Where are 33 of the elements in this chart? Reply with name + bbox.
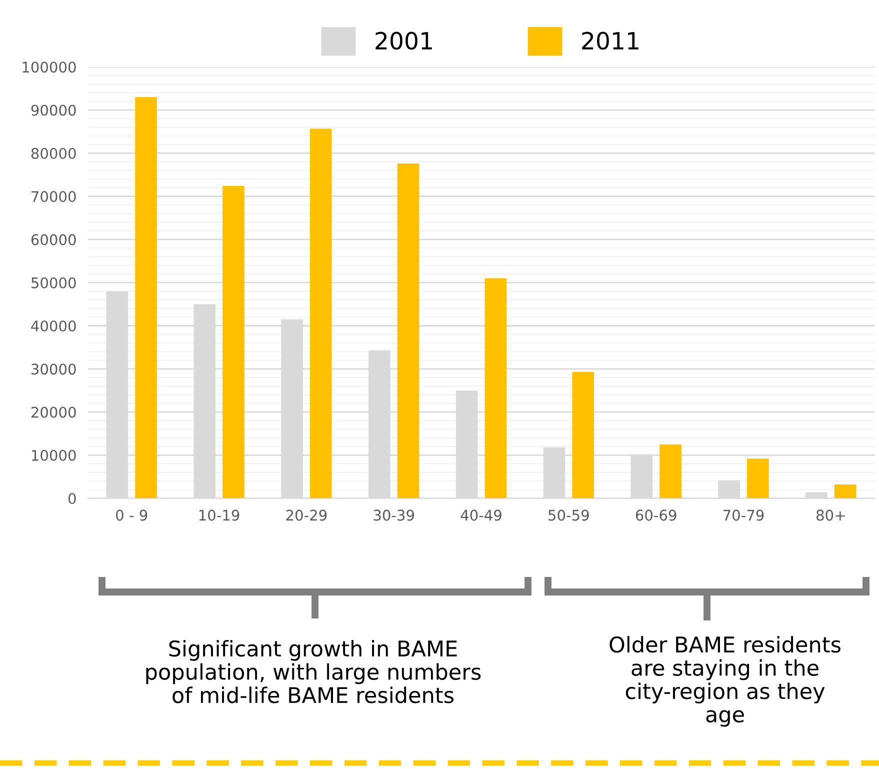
bar: [484, 278, 507, 498]
bar: [135, 97, 157, 498]
y-tick-label: 100000: [22, 62, 76, 73]
y-tick-label: 20000: [31, 406, 76, 418]
y-tick-label: 60000: [31, 234, 76, 246]
x-tick-label: 50-59: [548, 510, 589, 521]
x-tick-label: 20-29: [286, 510, 327, 521]
bar: [310, 128, 332, 498]
x-tick-label: 0 - 9: [116, 510, 148, 521]
x-tick-label: 30-39: [374, 510, 414, 521]
bar: [397, 164, 420, 498]
legend-label: 2011: [582, 32, 638, 50]
x-tick-label: 10-19: [199, 510, 240, 521]
y-tick-label: 90000: [31, 104, 76, 116]
y-tick-label: 80000: [31, 148, 76, 159]
y-tick-label: 10000: [32, 450, 76, 461]
x-tick-label: 60-69: [636, 510, 676, 521]
y-tick-label: 30000: [32, 364, 76, 375]
y-tick-label: 50000: [32, 277, 76, 288]
y-tick-label: 40000: [31, 320, 76, 332]
text: Older BAME residents are staying in the city-region as they age: [610, 636, 840, 727]
bar: [660, 444, 682, 498]
text: Significant growth in BAME population, with large numbers of mid-life BAME residents: [146, 640, 481, 704]
bar: [834, 484, 856, 498]
x-tick-label: 40-49: [460, 510, 502, 521]
y-tick-label: 70000: [32, 191, 76, 202]
bar: [222, 186, 244, 498]
y-tick-label: 0: [68, 493, 76, 504]
legend-label: 2001: [376, 32, 432, 50]
x-tick-label: 80+: [816, 510, 845, 521]
bar: [572, 372, 594, 498]
bar: [746, 458, 769, 498]
x-tick-label: 70-79: [723, 510, 764, 521]
